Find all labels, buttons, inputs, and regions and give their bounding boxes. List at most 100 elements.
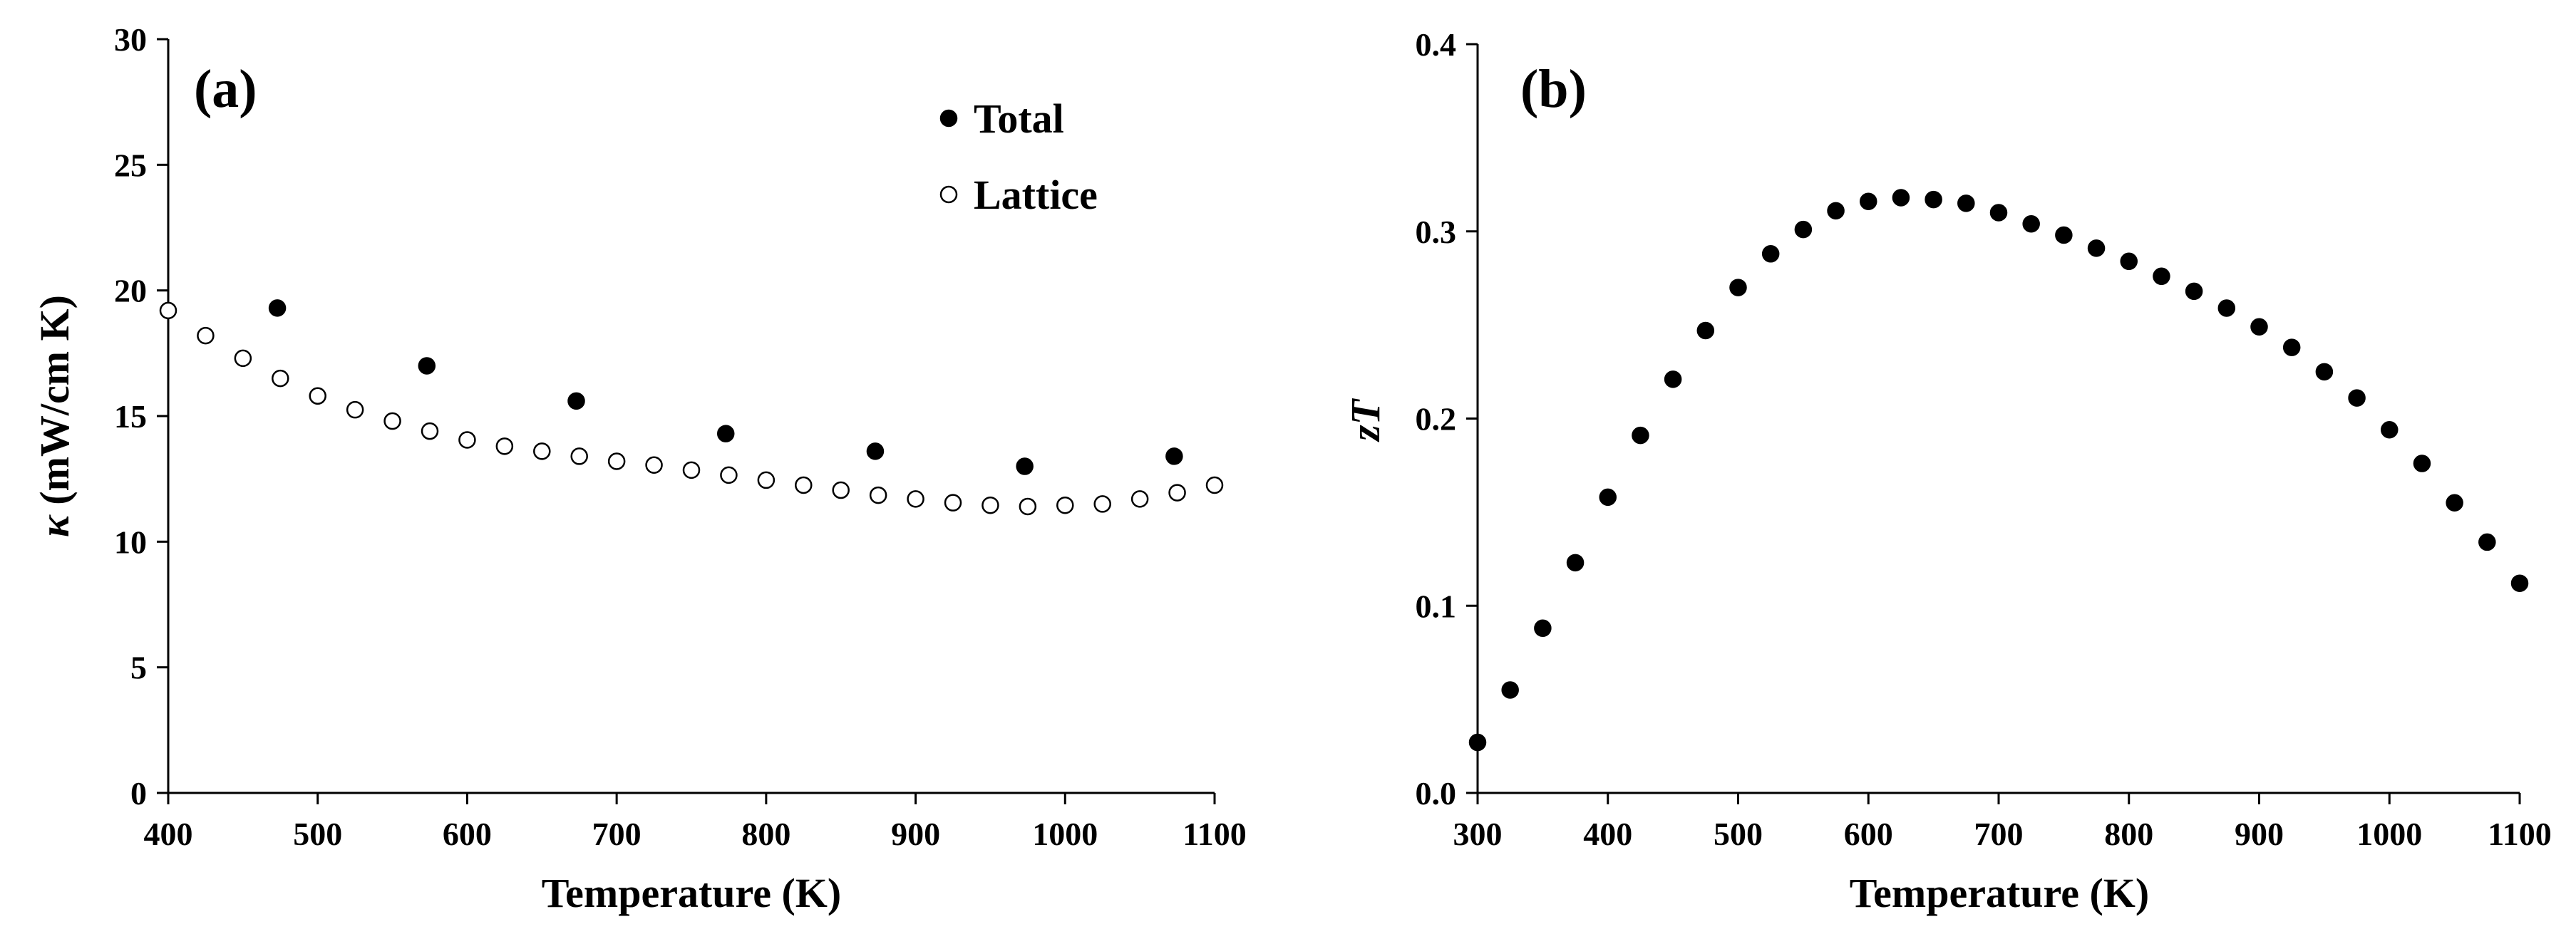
panel-b-label: (b) — [1520, 59, 1587, 119]
panel-a-point-lattice — [421, 422, 439, 440]
panel-b-point-zt — [2478, 533, 2496, 551]
panel-b-point-zt — [1664, 370, 1682, 388]
panel-a-y-tick-label: 15 — [114, 398, 147, 435]
kappa-symbol: κ — [31, 514, 78, 537]
panel-a-point-lattice — [495, 437, 514, 455]
panel-a-point-total — [866, 442, 885, 460]
panel-a-x-tick-label: 400 — [144, 816, 193, 852]
panel-b-point-zt — [1794, 220, 1813, 239]
panel-a-label: (a) — [194, 59, 257, 119]
panel-a-point-total — [268, 299, 287, 317]
panel-b-point-zt — [2446, 494, 2463, 512]
panel-b-point-zt — [2315, 363, 2334, 381]
legend-label-lattice: Lattice — [974, 172, 1098, 218]
panel-b-point-zt — [2510, 574, 2529, 592]
panel-a-point-lattice — [458, 431, 476, 449]
panel-b-point-zt — [1599, 488, 1617, 507]
panel-a: 400 500 600 700 800 900 1000 1100 0 5 10 15 20 25 30 (… — [31, 21, 1247, 916]
panel-b-point-zt — [1761, 245, 1780, 263]
panel-a-point-lattice — [1205, 476, 1224, 494]
legend-label-total: Total — [974, 95, 1064, 142]
panel-a-point-lattice — [1056, 496, 1074, 514]
panel-b-point-zt — [1501, 681, 1519, 699]
panel-a-point-lattice — [757, 471, 776, 489]
panel-a-y-tick-label: 10 — [114, 524, 147, 560]
panel-b-x-tick-label: 700 — [1974, 816, 2024, 852]
panel-b-point-zt — [1957, 194, 1975, 212]
panel-b-y-tick-label: 0.2 — [1416, 401, 1457, 437]
panel-b-y-tick-label: 0.0 — [1416, 775, 1457, 811]
panel-b-y-tick-label: 0.1 — [1416, 588, 1457, 624]
panel-b-point-zt — [2348, 389, 2366, 407]
panel-b-x-tick-label: 800 — [2104, 816, 2153, 852]
panel-b-y-axis-title: zT — [1342, 398, 1389, 442]
panel-b-point-zt — [2087, 239, 2106, 257]
panel-b-point-zt — [1892, 189, 1910, 207]
panel-b-point-zt — [2185, 282, 2203, 301]
panel-b-y-tick-label: 0.3 — [1416, 214, 1457, 250]
panel-b-points — [1468, 189, 2529, 752]
legend-marker-lattice — [939, 185, 958, 204]
panel-b-point-zt — [2381, 421, 2399, 439]
panel-a-ticks: 400 500 600 700 800 900 1000 1100 0 5 10 15 20 25 30 — [114, 21, 1247, 852]
panel-b-x-tick-label: 1100 — [2488, 816, 2551, 852]
panel-b-x-tick-label: 600 — [1844, 816, 1893, 852]
panel-a-point-lattice — [607, 452, 626, 470]
panel-a-x-tick-label: 900 — [891, 816, 940, 852]
panel-a-point-lattice — [309, 387, 326, 405]
panel-a-point-lattice — [682, 461, 701, 479]
panel-b-x-tick-label: 500 — [1714, 816, 1763, 852]
panel-b-point-zt — [2282, 338, 2301, 356]
panel-a-point-lattice — [982, 496, 999, 514]
panel-a-point-total — [1016, 457, 1034, 475]
panel-a-points — [159, 299, 1224, 516]
panel-a-y-axis-unit: (mW/cm K) — [31, 295, 78, 515]
panel-b-point-zt — [2250, 318, 2268, 336]
panel-b-point-zt — [1468, 733, 1487, 752]
panel-a-point-total — [716, 425, 735, 442]
panel-a-point-lattice — [570, 447, 588, 465]
panel-b-ticks: 300 400 500 600 700 800 900 1000 1100 0.0 0.1 0.2 0.… — [1416, 26, 2552, 852]
panel-b-point-zt — [1729, 279, 1747, 296]
panel-b-point-zt — [2153, 267, 2170, 286]
panel-b-point-zt — [2055, 226, 2073, 244]
panel-b-point-zt — [1989, 204, 2008, 222]
panel-b: 300 400 500 600 700 800 900 1000 1100 0.0 0.1 0.2 0.… — [1342, 26, 2552, 916]
panel-b-x-tick-label: 1000 — [2356, 816, 2422, 852]
panel-b-y-tick-label: 0.4 — [1416, 26, 1457, 63]
panel-a-point-lattice — [383, 412, 401, 430]
panel-a-point-lattice — [272, 369, 289, 388]
panel-a-point-total — [418, 357, 436, 375]
panel-a-point-lattice — [234, 349, 252, 368]
panel-a-point-lattice — [1093, 495, 1111, 513]
panel-b-point-zt — [2120, 252, 2138, 271]
panel-a-point-lattice — [346, 400, 364, 419]
panel-a-point-lattice — [944, 494, 962, 512]
panel-b-point-zt — [2217, 299, 2236, 317]
panel-b-point-zt — [1827, 202, 1845, 220]
panel-a-point-lattice — [645, 456, 663, 474]
panel-a-x-tick-label: 600 — [443, 816, 492, 852]
panel-a-y-tick-label: 5 — [130, 650, 147, 686]
panel-a-y-axis-title: κ (mW/cm K) — [31, 295, 78, 537]
panel-a-point-total — [1165, 447, 1183, 465]
panel-b-point-zt — [1860, 192, 1877, 210]
panel-a-point-lattice — [869, 486, 887, 504]
panel-a-point-lattice — [1019, 497, 1037, 516]
panel-b-point-zt — [1534, 619, 1552, 638]
panel-a-x-tick-label: 700 — [592, 816, 642, 852]
panel-a-point-lattice — [795, 476, 813, 494]
legend-marker-total — [939, 109, 958, 128]
panel-b-point-zt — [1566, 554, 1585, 572]
panel-a-point-total — [567, 392, 585, 410]
panel-a-x-tick-label: 1000 — [1032, 816, 1098, 852]
panel-a-point-lattice — [720, 466, 738, 484]
panel-b-x-tick-label: 900 — [2235, 816, 2284, 852]
panel-b-point-zt — [1632, 426, 1649, 445]
panel-a-point-lattice — [907, 490, 924, 508]
panel-b-x-tick-label: 400 — [1583, 816, 1632, 852]
panel-a-point-lattice — [832, 481, 850, 499]
panel-a-y-tick-label: 20 — [114, 273, 147, 309]
panel-a-x-tick-label: 500 — [293, 816, 342, 852]
